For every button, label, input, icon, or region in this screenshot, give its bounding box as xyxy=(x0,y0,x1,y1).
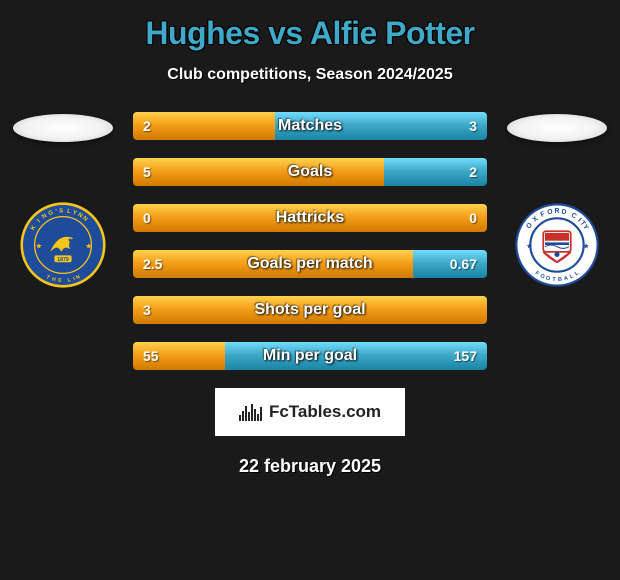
stat-left-value: 5 xyxy=(143,158,151,186)
stat-right-value: 0.67 xyxy=(450,250,477,278)
svg-text:★: ★ xyxy=(583,241,590,250)
stat-row: 2 3 Matches xyxy=(133,112,487,140)
stat-right-value: 157 xyxy=(454,342,477,370)
left-club-badge: K I N G ' S L Y N N T H E L I N xyxy=(20,202,106,288)
stat-row: 5 2 Goals xyxy=(133,158,487,186)
svg-text:★: ★ xyxy=(35,241,42,250)
right-player-avatar-placeholder xyxy=(507,114,607,142)
comparison-widget: Hughes vs Alfie Potter Club competitions… xyxy=(0,0,620,477)
stat-bar-right xyxy=(275,112,487,140)
stat-row: 0 0 Hattricks xyxy=(133,204,487,232)
stat-bar-left xyxy=(133,250,413,278)
stat-row: 3 Shots per goal xyxy=(133,296,487,324)
stat-bar-right xyxy=(225,342,487,370)
stat-right-value: 0 xyxy=(469,204,477,232)
stat-bar-left xyxy=(133,112,275,140)
stat-bar-left xyxy=(133,158,384,186)
svg-text:R: R xyxy=(555,208,560,215)
stat-bars: 2 3 Matches 5 2 Goals 0 0 Hattricks 2.5 … xyxy=(133,112,487,370)
page-title: Hughes vs Alfie Potter xyxy=(0,15,620,52)
stat-bar-left xyxy=(133,296,487,324)
svg-text:S: S xyxy=(59,208,63,214)
svg-text:B: B xyxy=(558,277,563,283)
main-panel: K I N G ' S L Y N N T H E L I N xyxy=(0,114,620,370)
svg-text:1879: 1879 xyxy=(57,257,69,263)
stat-row: 55 157 Min per goal xyxy=(133,342,487,370)
left-player-avatar-placeholder xyxy=(13,114,113,142)
stat-left-value: 2.5 xyxy=(143,250,162,278)
date: 22 february 2025 xyxy=(0,456,620,477)
stat-left-value: 0 xyxy=(143,204,151,232)
fctables-attribution[interactable]: FcTables.com xyxy=(215,388,405,436)
right-club-badge: O X F O R D C I T Y F O O T B A L xyxy=(514,202,600,288)
svg-text:★: ★ xyxy=(85,241,92,250)
fctables-bars-icon xyxy=(239,403,263,421)
right-player-column: O X F O R D C I T Y F O O T B A L xyxy=(502,114,612,288)
stat-left-value: 3 xyxy=(143,296,151,324)
stat-bar-left xyxy=(133,204,487,232)
subtitle: Club competitions, Season 2024/2025 xyxy=(0,66,620,84)
left-player-column: K I N G ' S L Y N N T H E L I N xyxy=(8,114,118,288)
stat-left-value: 55 xyxy=(143,342,159,370)
stat-right-value: 2 xyxy=(469,158,477,186)
svg-text:★: ★ xyxy=(526,241,533,250)
stat-row: 2.5 0.67 Goals per match xyxy=(133,250,487,278)
fctables-label: FcTables.com xyxy=(269,402,381,422)
stat-left-value: 2 xyxy=(143,112,151,140)
stat-right-value: 3 xyxy=(469,112,477,140)
